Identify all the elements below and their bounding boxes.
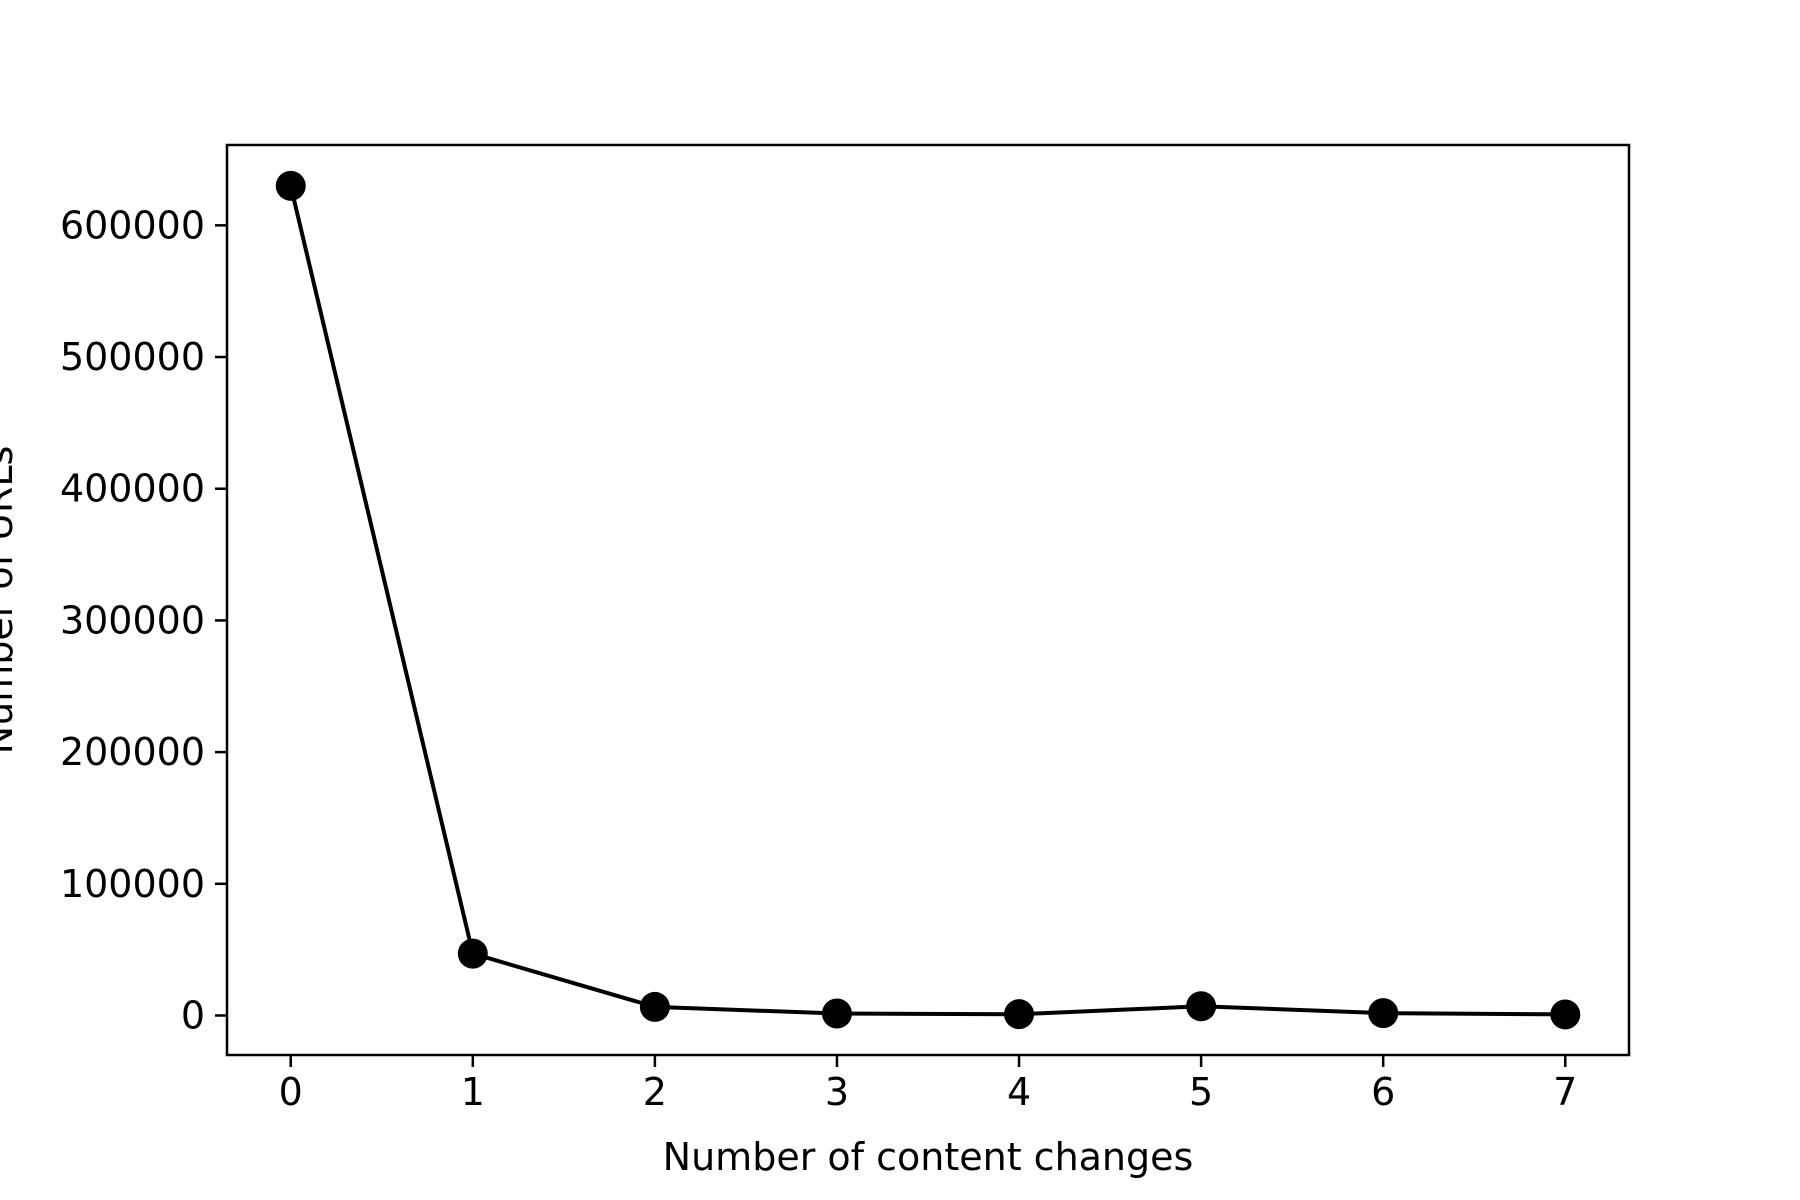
x-tick-label: 5 [1189, 1070, 1213, 1114]
x-tick-label: 3 [825, 1070, 849, 1114]
data-point [821, 998, 852, 1029]
series-line [288, 185, 1566, 1017]
x-tick-label: 2 [643, 1070, 667, 1114]
data-point [1368, 998, 1399, 1029]
data-point [1550, 999, 1581, 1030]
x-tick-label: 7 [1553, 1070, 1577, 1114]
series-layer [275, 170, 1581, 1030]
x-tick-label: 6 [1371, 1070, 1395, 1114]
data-point [457, 938, 488, 969]
x-tick-label: 4 [1007, 1070, 1031, 1114]
data-point [1004, 999, 1035, 1030]
y-tick-label: 100000 [60, 862, 205, 906]
y-axis-ticks: 0 100000 200000 300000 400000 500000 600000 [60, 203, 227, 1037]
data-point [275, 170, 306, 201]
data-point [1186, 991, 1217, 1022]
x-axis-label: Number of content changes [663, 1135, 1194, 1179]
y-tick-label: 200000 [60, 730, 205, 774]
plot-area-frame [225, 143, 1631, 1057]
x-axis-ticks: 0 1 2 3 4 5 6 7 [279, 1055, 1577, 1114]
x-tick-label: 1 [461, 1070, 485, 1114]
data-point [639, 991, 670, 1022]
y-tick-label: 600000 [60, 203, 205, 247]
y-tick-label: 0 [181, 993, 205, 1037]
y-tick-label: 500000 [60, 335, 205, 379]
y-tick-label: 400000 [60, 467, 205, 511]
x-tick-label: 0 [279, 1070, 303, 1114]
y-axis-label: Number of URLs [0, 446, 21, 755]
y-tick-label: 300000 [60, 598, 205, 642]
